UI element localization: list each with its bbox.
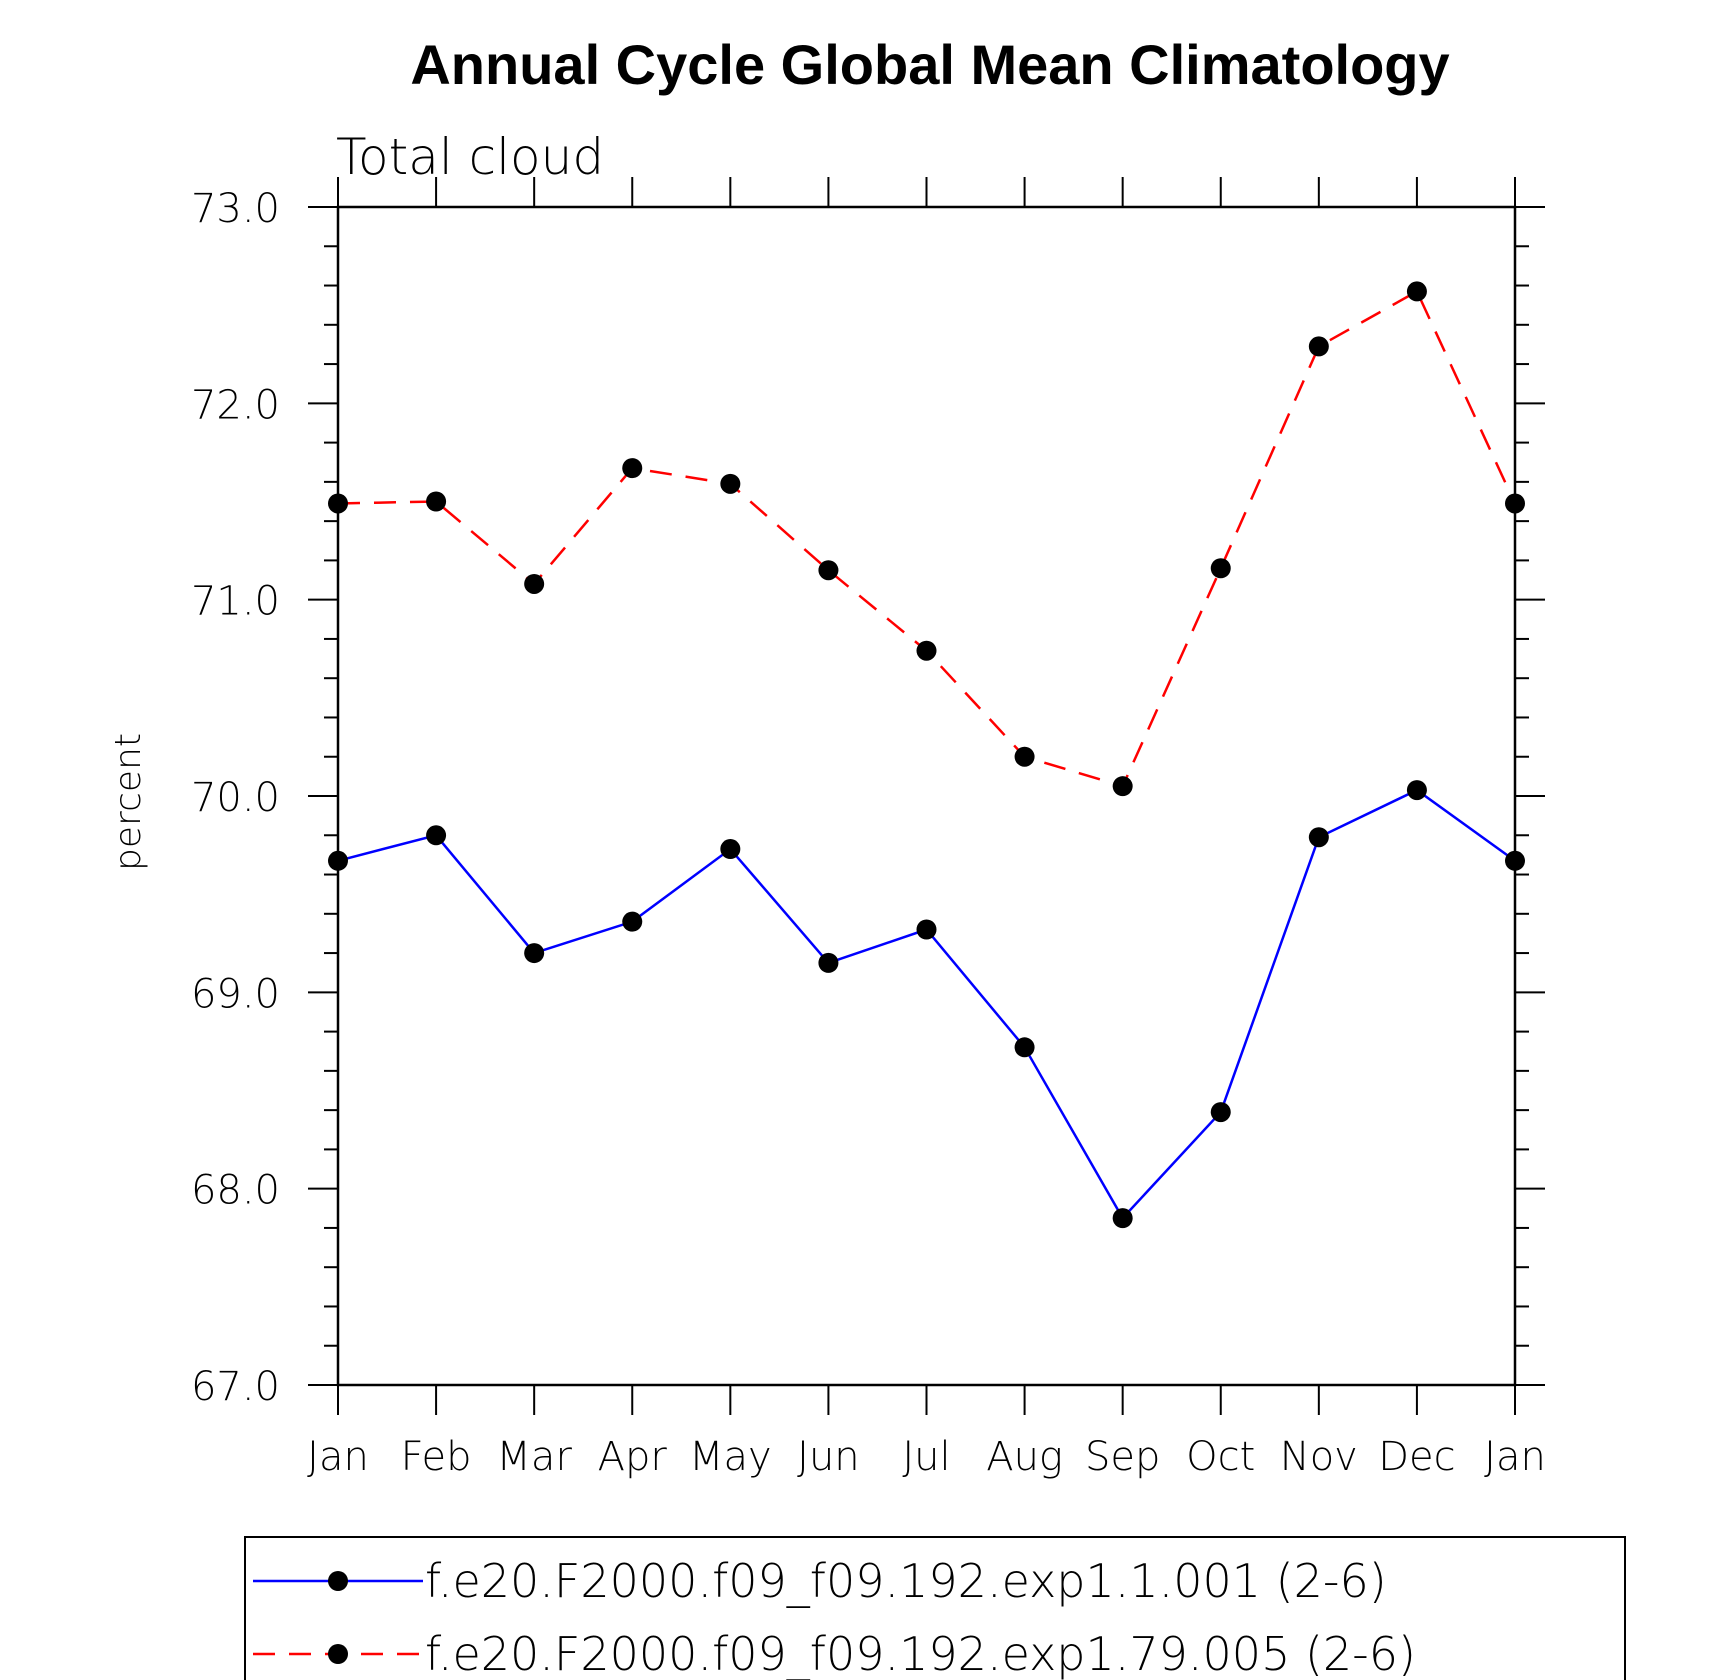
x-tick-label: Mar: [496, 1434, 572, 1480]
y-tick-label: 67.0: [191, 1364, 280, 1410]
data-point: [524, 943, 545, 964]
data-point: [720, 473, 741, 494]
data-point: [1505, 493, 1525, 514]
chart-subtitle: Total cloud: [336, 128, 604, 186]
plot-frame: 67.0 68.0 69.0 70.0 71.0 72.0 73.0 Jan Feb Mar Apr…: [191, 177, 1546, 1480]
plot-border: [336, 205, 1517, 1387]
x-tick-label: Aug: [986, 1434, 1063, 1480]
data-point: [818, 560, 839, 581]
data-point: [328, 850, 348, 871]
series-1: [328, 780, 1525, 1229]
y-tick-label: 73.0: [191, 186, 280, 232]
data-point: [1308, 336, 1329, 357]
data-point: [328, 493, 348, 514]
y-axis-label: percent: [108, 733, 149, 871]
legend-label: f.e20.F2000.f09_f09.192.exp1.1.001 (2-6): [425, 1554, 1387, 1608]
x-tick-label: Oct: [1186, 1434, 1255, 1480]
legend: f.e20.F2000.f09_f09.192.exp1.1.001 (2-6)…: [244, 1536, 1626, 1680]
data-point: [1014, 1037, 1035, 1058]
series-layer: [328, 281, 1525, 1229]
data-point: [1014, 746, 1035, 767]
data-point: [1112, 1208, 1133, 1229]
legend-marker: [328, 1644, 348, 1664]
series-line: [337, 788, 1516, 1221]
legend-entry: f.e20.F2000.f09_f09.192.exp1.1.001 (2-6): [253, 1554, 1387, 1608]
data-point: [916, 640, 937, 661]
data-point: [426, 825, 447, 846]
y-tick-label: 71.0: [191, 579, 280, 625]
series-2: [328, 281, 1525, 797]
x-tick-label: Jul: [902, 1434, 950, 1480]
data-point: [916, 919, 937, 940]
data-point: [426, 491, 447, 512]
x-tick-label: Jan: [307, 1434, 369, 1480]
data-point: [1406, 281, 1427, 302]
x-tick-label: Jan: [1484, 1434, 1546, 1480]
y-tick-label: 70.0: [191, 775, 280, 821]
data-point: [1112, 776, 1133, 797]
x-tick-label: Feb: [401, 1434, 472, 1480]
data-point: [1210, 558, 1231, 579]
x-tick-label: Nov: [1280, 1434, 1358, 1480]
data-point: [1308, 827, 1329, 848]
data-point: [1210, 1102, 1231, 1123]
chart-title: Annual Cycle Global Mean Climatology: [410, 33, 1449, 96]
series-line: [337, 289, 1517, 788]
data-point: [1505, 850, 1525, 871]
legend-box: [244, 1536, 1626, 1680]
legend-label: f.e20.F2000.f09_f09.192.exp1.79.005 (2-6…: [425, 1627, 1416, 1680]
data-point: [622, 458, 643, 479]
data-point: [524, 573, 545, 594]
y-tick-label: 68.0: [191, 1168, 280, 1214]
y-tick-label: 69.0: [191, 971, 280, 1017]
data-point: [622, 911, 643, 932]
y-tick-label: 72.0: [191, 382, 280, 428]
x-tick-label: Dec: [1378, 1434, 1455, 1480]
x-tick-label: Apr: [598, 1434, 668, 1480]
data-point: [818, 952, 839, 973]
legend-entry: f.e20.F2000.f09_f09.192.exp1.79.005 (2-6…: [253, 1627, 1416, 1680]
x-tick-label: May: [689, 1434, 772, 1480]
x-tick-label: Sep: [1085, 1434, 1160, 1480]
legend-marker: [328, 1571, 348, 1591]
x-tick-label: Jun: [797, 1434, 860, 1480]
data-point: [720, 839, 741, 860]
data-point: [1406, 780, 1427, 801]
